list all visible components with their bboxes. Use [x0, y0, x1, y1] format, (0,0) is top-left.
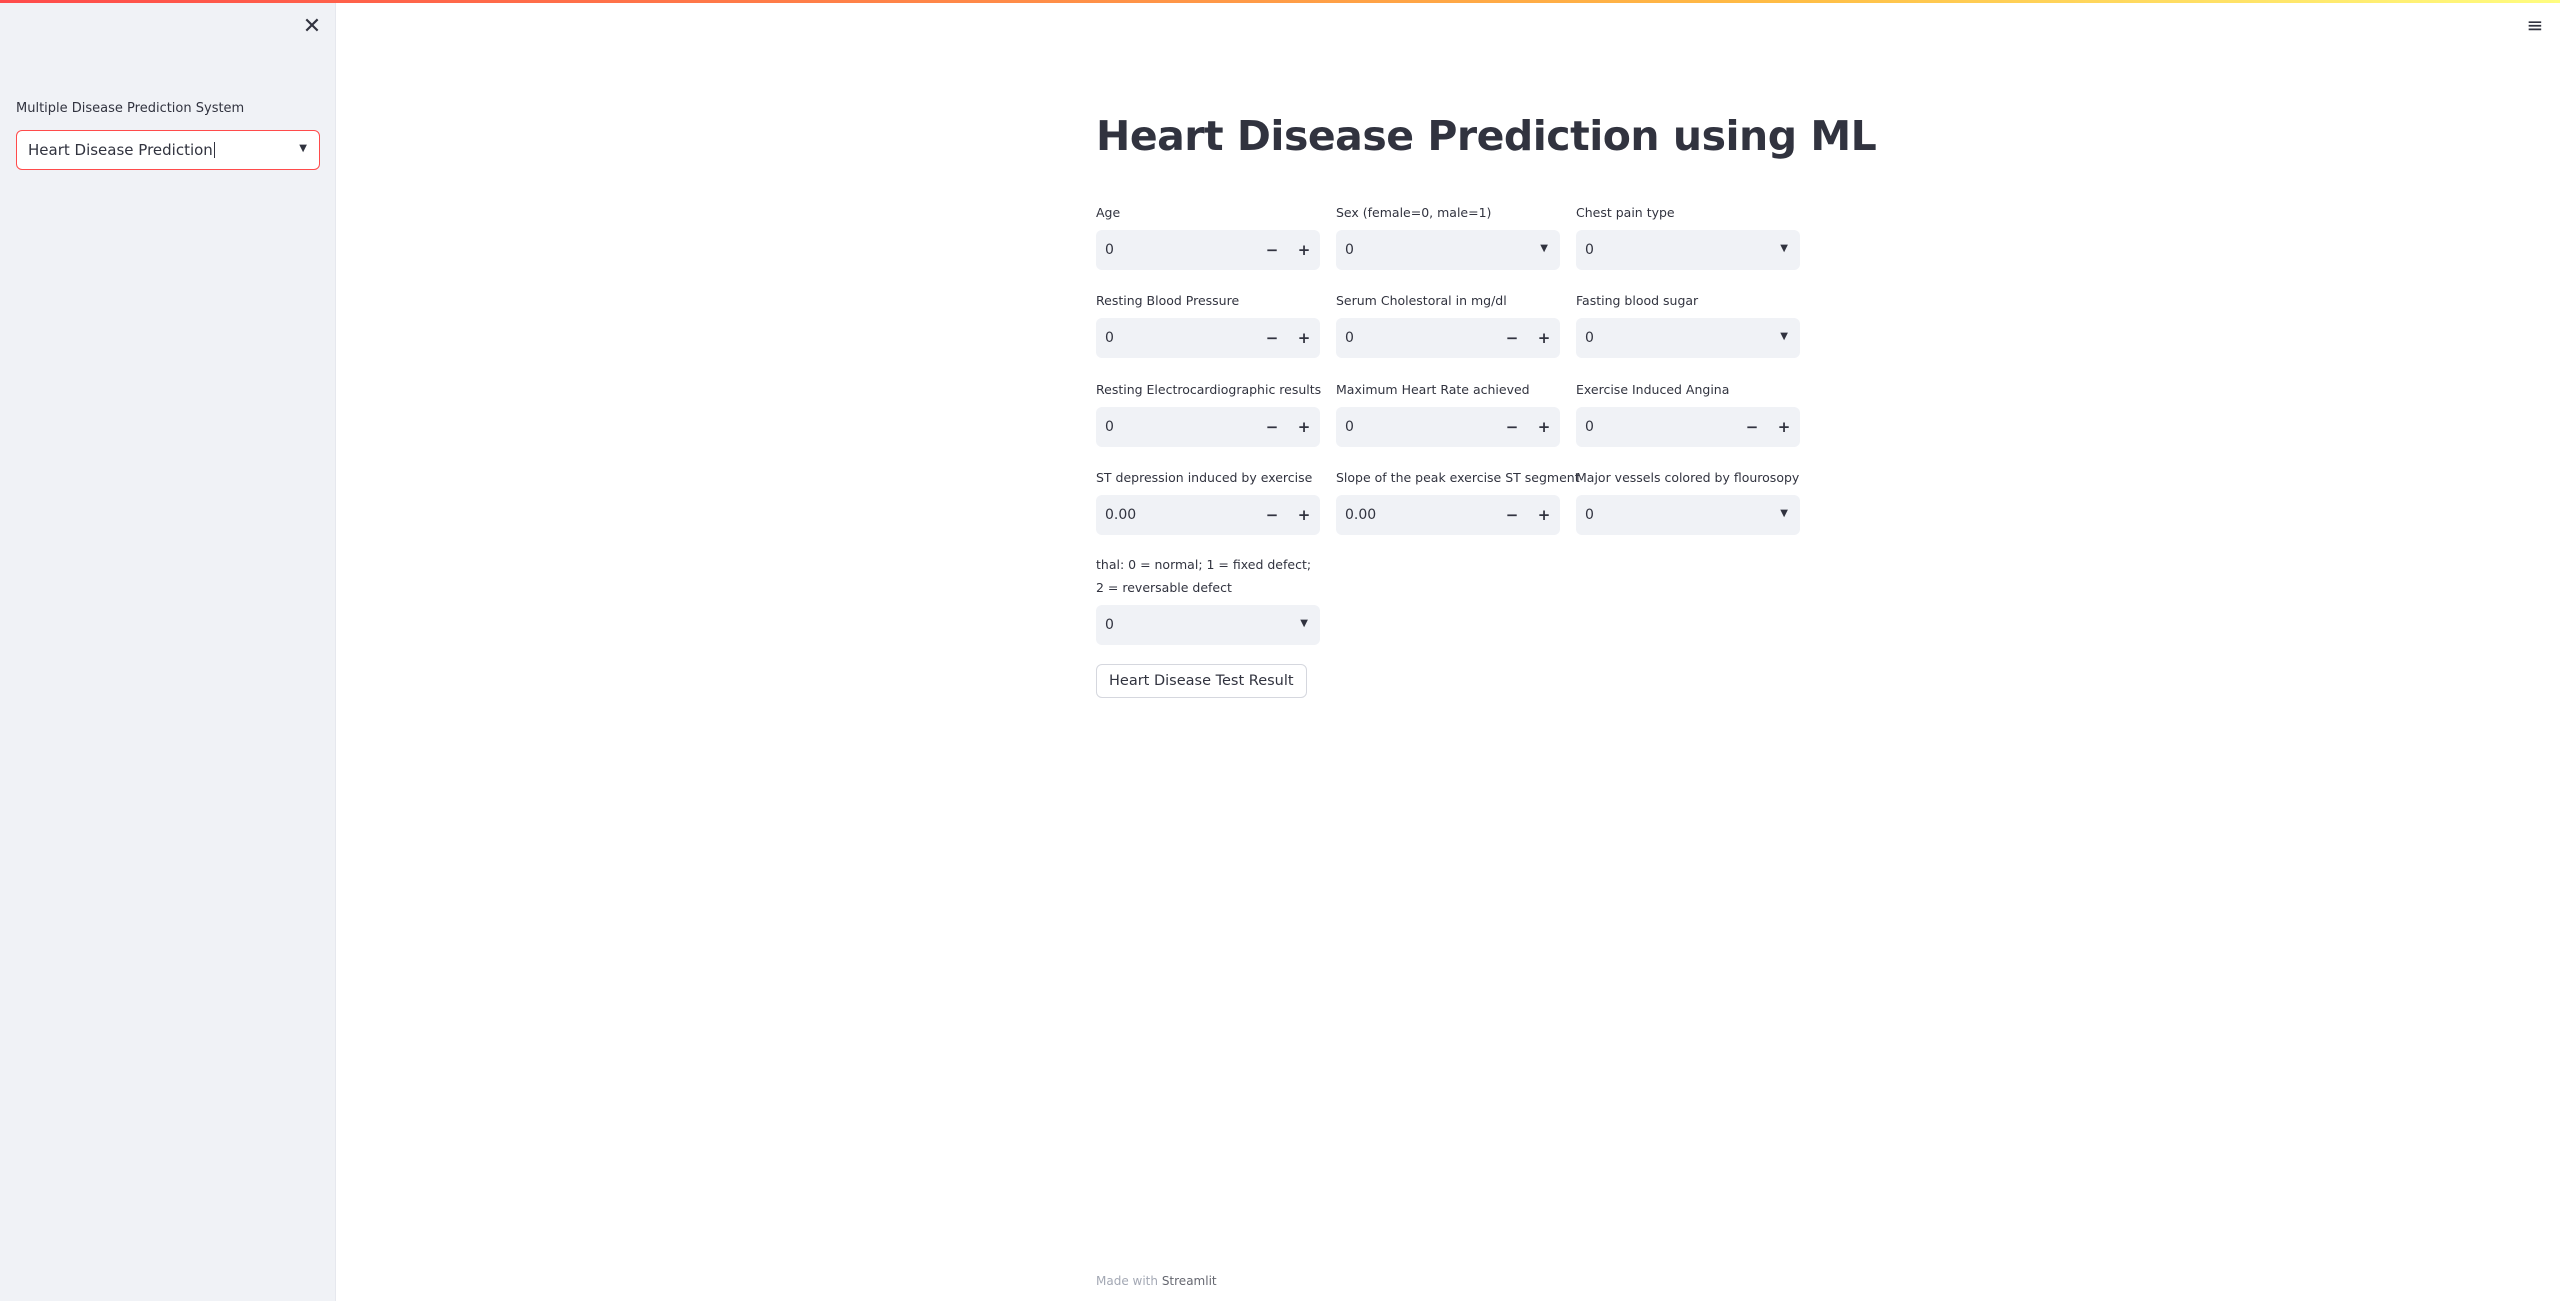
field-label: thal: 0 = normal; 1 = fixed defect; 2 = … — [1096, 557, 1312, 595]
field-trestbps: Resting Blood Pressure 0 − + — [1096, 290, 1320, 358]
minus-icon[interactable]: − — [1505, 418, 1519, 436]
field-label: ST depression induced by exercise — [1096, 470, 1313, 485]
age-number-input[interactable]: 0 − + — [1096, 230, 1320, 270]
chevron-down-icon: ▼ — [1300, 618, 1308, 629]
minus-icon[interactable]: − — [1505, 329, 1519, 347]
plus-icon[interactable]: + — [1297, 329, 1311, 347]
sidebar-select-label: Multiple Disease Prediction System — [16, 101, 245, 116]
chevron-down-icon: ▼ — [1780, 331, 1788, 342]
field-oldpeak: ST depression induced by exercise 0.00 −… — [1096, 467, 1320, 535]
minus-icon[interactable]: − — [1745, 418, 1759, 436]
field-value: 0.00 — [1105, 507, 1137, 523]
chevron-down-icon: ▼ — [299, 143, 307, 154]
sidebar: ✕ Multiple Disease Prediction System Hea… — [0, 0, 336, 1301]
field-label: Sex (female=0, male=1) — [1336, 205, 1492, 220]
field-ca: Major vessels colored by flourosopy 0 ▼ — [1576, 467, 1800, 535]
chevron-down-icon: ▼ — [1780, 243, 1788, 254]
st-depression-number-input[interactable]: 0.00 − + — [1096, 495, 1320, 535]
footer-prefix: Made with — [1096, 1274, 1158, 1288]
plus-icon[interactable]: + — [1777, 418, 1791, 436]
thal-select[interactable]: 0 ▼ — [1096, 605, 1320, 645]
field-value: 0 — [1585, 330, 1594, 346]
field-label: Resting Blood Pressure — [1096, 293, 1240, 308]
field-value: 0 — [1585, 507, 1594, 523]
field-value: 0 — [1345, 419, 1354, 435]
plus-icon[interactable]: + — [1297, 506, 1311, 524]
field-value: 0.00 — [1345, 507, 1377, 523]
field-value: 0 — [1105, 617, 1114, 633]
field-sex: Sex (female=0, male=1) 0 ▼ — [1336, 202, 1560, 270]
field-label: Exercise Induced Angina — [1576, 382, 1730, 397]
field-label: Resting Electrocardiographic results — [1096, 382, 1322, 397]
blood-pressure-number-input[interactable]: 0 − + — [1096, 318, 1320, 358]
disease-select-value: Heart Disease Prediction — [28, 141, 213, 159]
field-label: Maximum Heart Rate achieved — [1336, 382, 1530, 397]
field-label: Serum Cholestoral in mg/dl — [1336, 293, 1507, 308]
field-cp: Chest pain type 0 ▼ — [1576, 202, 1800, 270]
text-cursor — [213, 142, 215, 158]
hamburger-icon[interactable]: ≡ — [2526, 13, 2544, 37]
chevron-down-icon: ▼ — [1780, 508, 1788, 519]
plus-icon[interactable]: + — [1297, 241, 1311, 259]
field-chol: Serum Cholestoral in mg/dl 0 − + — [1336, 290, 1560, 358]
footer: Made with Streamlit — [1096, 1274, 1217, 1288]
max-heart-rate-number-input[interactable]: 0 − + — [1336, 407, 1560, 447]
angina-number-input[interactable]: 0 − + — [1576, 407, 1800, 447]
field-exang: Exercise Induced Angina 0 − + — [1576, 379, 1800, 447]
disease-select[interactable]: Heart Disease Prediction ▼ — [16, 130, 320, 170]
field-restecg: Resting Electrocardiographic results 0 −… — [1096, 379, 1322, 447]
field-thalach: Maximum Heart Rate achieved 0 − + — [1336, 379, 1560, 447]
minus-icon[interactable]: − — [1265, 418, 1279, 436]
field-fbs: Fasting blood sugar 0 ▼ — [1576, 290, 1800, 358]
field-value: 0 — [1105, 419, 1114, 435]
field-thal: thal: 0 = normal; 1 = fixed defect; 2 = … — [1096, 553, 1320, 645]
field-value: 0 — [1345, 330, 1354, 346]
field-value: 0 — [1585, 419, 1594, 435]
minus-icon[interactable]: − — [1265, 329, 1279, 347]
field-value: 0 — [1585, 242, 1594, 258]
field-age: Age 0 − + — [1096, 202, 1320, 270]
field-label: Chest pain type — [1576, 205, 1675, 220]
sex-select[interactable]: 0 ▼ — [1336, 230, 1560, 270]
field-value: 0 — [1345, 242, 1354, 258]
plus-icon[interactable]: + — [1297, 418, 1311, 436]
minus-icon[interactable]: − — [1265, 241, 1279, 259]
plus-icon[interactable]: + — [1537, 329, 1551, 347]
minus-icon[interactable]: − — [1505, 506, 1519, 524]
field-value: 0 — [1105, 330, 1114, 346]
plus-icon[interactable]: + — [1537, 506, 1551, 524]
top-decoration-bar — [0, 0, 2560, 3]
minus-icon[interactable]: − — [1265, 506, 1279, 524]
close-icon[interactable]: ✕ — [302, 14, 322, 39]
ecg-number-input[interactable]: 0 − + — [1096, 407, 1320, 447]
field-label: Age — [1096, 205, 1121, 220]
field-value: 0 — [1105, 242, 1114, 258]
major-vessels-select[interactable]: 0 ▼ — [1576, 495, 1800, 535]
chest-pain-select[interactable]: 0 ▼ — [1576, 230, 1800, 270]
slope-number-input[interactable]: 0.00 − + — [1336, 495, 1560, 535]
chevron-down-icon: ▼ — [1540, 243, 1548, 254]
field-slope: Slope of the peak exercise ST segment 0.… — [1336, 467, 1580, 535]
cholesterol-number-input[interactable]: 0 − + — [1336, 318, 1560, 358]
field-label: Fasting blood sugar — [1576, 293, 1699, 308]
fasting-blood-sugar-select[interactable]: 0 ▼ — [1576, 318, 1800, 358]
page-title: Heart Disease Prediction using ML — [1096, 112, 1877, 160]
plus-icon[interactable]: + — [1537, 418, 1551, 436]
heart-disease-test-result-button[interactable]: Heart Disease Test Result — [1096, 664, 1307, 698]
field-label: Slope of the peak exercise ST segment — [1336, 470, 1580, 485]
streamlit-link[interactable]: Streamlit — [1161, 1274, 1217, 1288]
field-label: Major vessels colored by flourosopy — [1576, 470, 1800, 485]
